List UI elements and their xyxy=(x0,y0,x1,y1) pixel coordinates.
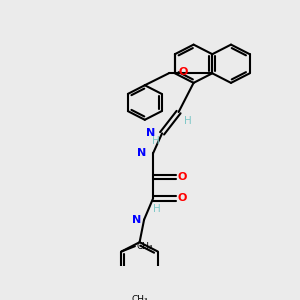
Text: CH₃: CH₃ xyxy=(136,242,153,251)
Text: H: H xyxy=(184,116,192,126)
Text: N: N xyxy=(146,128,155,138)
Text: N: N xyxy=(132,214,142,225)
Text: O: O xyxy=(178,194,188,203)
Text: N: N xyxy=(137,148,146,158)
Text: H: H xyxy=(152,136,159,146)
Text: O: O xyxy=(178,172,188,182)
Text: O: O xyxy=(178,67,188,77)
Text: CH₃: CH₃ xyxy=(131,295,148,300)
Text: H: H xyxy=(153,204,161,214)
